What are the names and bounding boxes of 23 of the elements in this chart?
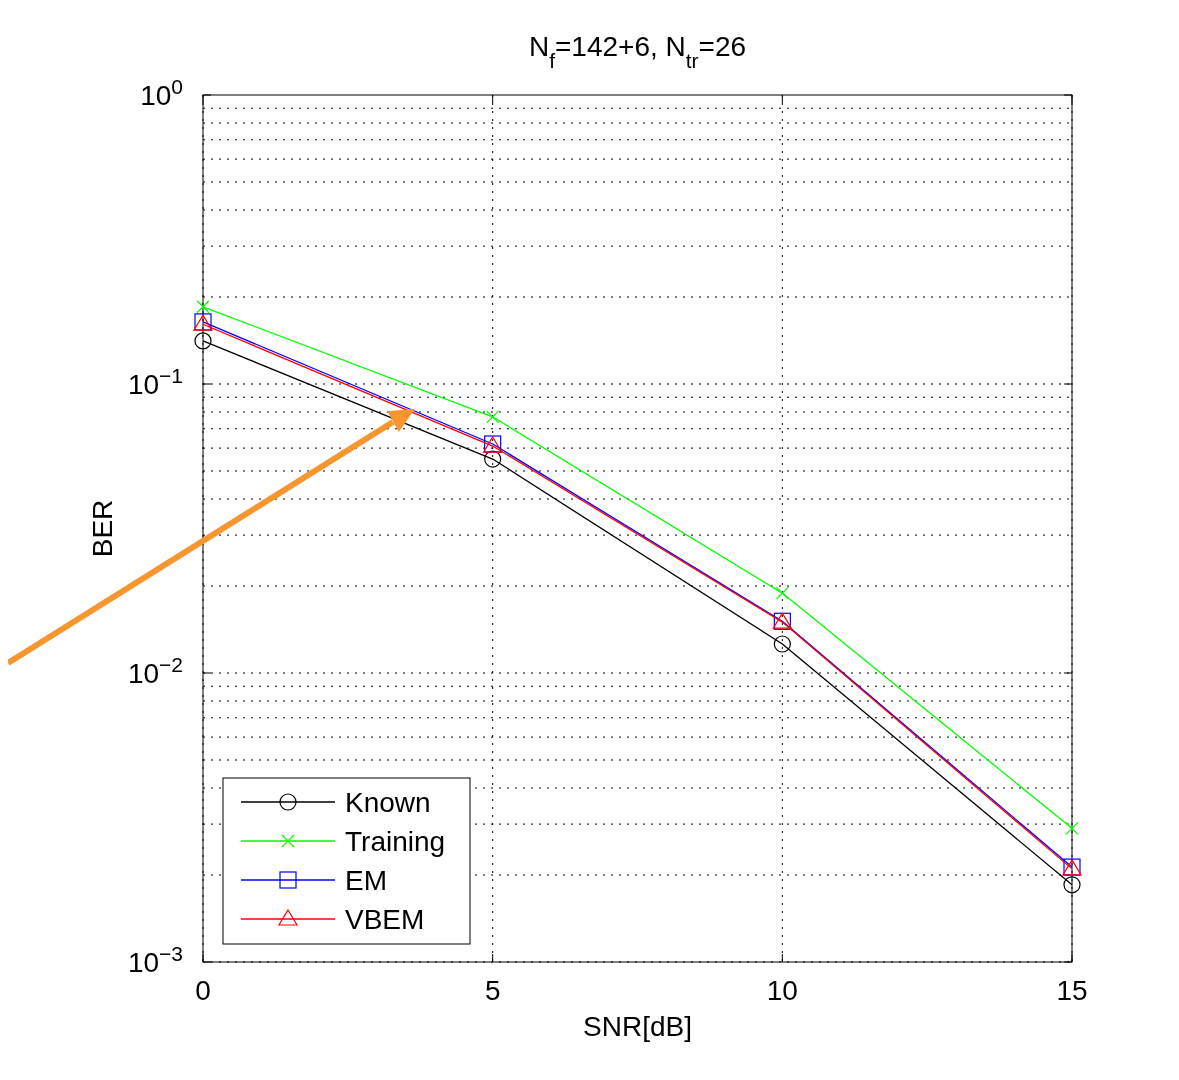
chart-title: N$_{f}$=142+6, N$_{tr}$=26 [528,31,747,72]
point [194,332,212,350]
y-tick-label: 10$^{−2}$ [127,652,183,689]
y-tick-label: 10$^{−3}$ [127,941,183,978]
point [196,300,210,314]
x-tick-label: 0 [195,975,211,1006]
x-tick-label: 10 [766,975,798,1006]
point [773,635,791,653]
point [775,586,789,600]
x-tick-label: 5 [484,975,501,1006]
legend-label: Training [345,826,446,857]
y-tick-label: 10$^{−1}$ [127,363,183,400]
legend-label: EM [345,865,387,896]
x-tick-label: 15 [1056,975,1088,1006]
point [1065,821,1079,835]
point [486,410,500,424]
y-tick-label: 10$^{0}$ [140,74,183,111]
point [1063,876,1081,894]
y-axis-title: BER [87,499,118,558]
legend-label: VBEM [345,904,425,935]
point [484,450,502,468]
x-axis-title: SNR[dB] [583,1011,692,1042]
legend-label: Known [345,787,431,818]
